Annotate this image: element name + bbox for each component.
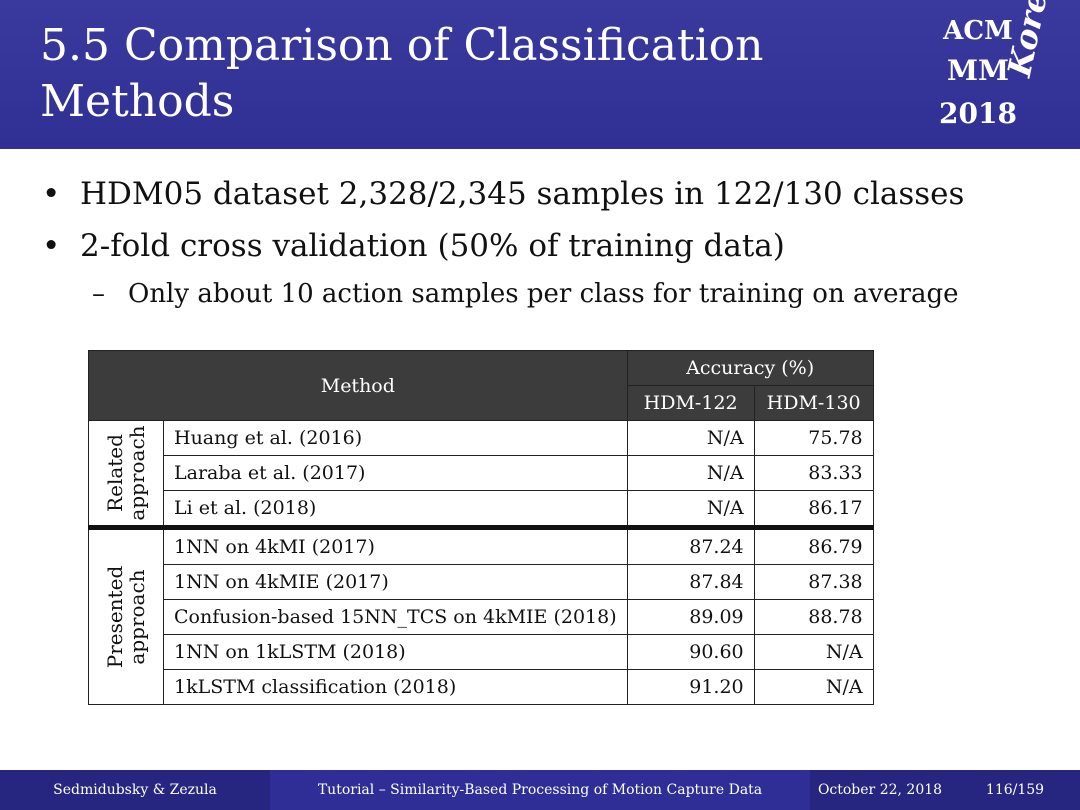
hdm130-cell: 75.78: [753, 420, 874, 456]
group-related-line2: approach: [125, 425, 149, 521]
method-cell: 1NN on 1kLSTM (2018): [163, 634, 628, 670]
comparison-table: Method Accuracy (%) HDM-122 HDM-130 Rela…: [88, 350, 874, 705]
hdm122-cell: N/A: [626, 490, 755, 528]
slide-footer: Sedmidubsky & Zezula Tutorial – Similari…: [0, 770, 1080, 810]
title-line-2: Methods: [40, 76, 235, 127]
sub-bullet-item: – Only about 10 action samples per class…: [40, 272, 1060, 316]
hdm130-cell: 88.78: [753, 599, 874, 635]
bullet-dot: •: [42, 176, 61, 212]
group-presented-label: Presented approach: [103, 547, 149, 687]
footer-authors: Sedmidubsky & Zezula: [0, 770, 270, 810]
hdm130-cell: 86.17: [753, 490, 874, 528]
table-row: Laraba et al. (2017) N/A 83.33: [89, 455, 874, 491]
hdm130-cell: N/A: [753, 669, 874, 705]
bullet-list: • HDM05 dataset 2,328/2,345 samples in 1…: [40, 168, 1060, 316]
bullet-dot: •: [42, 228, 61, 264]
table-row: Li et al. (2018) N/A 86.17: [89, 490, 874, 528]
logo-korea: Korea: [1000, 0, 1060, 80]
method-cell: Li et al. (2018): [163, 490, 628, 528]
hdm122-cell: 89.09: [626, 599, 755, 635]
method-header: Method: [88, 350, 628, 421]
sub-bullet-text: Only about 10 action samples per class f…: [128, 279, 959, 309]
group-presented-line1: Presented: [103, 565, 127, 669]
hdm130-cell: 86.79: [753, 525, 874, 565]
bullet-text: HDM05 dataset 2,328/2,345 samples in 122…: [80, 176, 965, 212]
method-cell: Laraba et al. (2017): [163, 455, 628, 491]
slide-header: 5.5 Comparison of Classification Methods…: [0, 0, 1080, 149]
sub-bullet-dash: –: [92, 279, 105, 309]
group-related: Related approach: [88, 420, 164, 528]
group-presented: Presented approach: [88, 525, 164, 705]
method-cell: Huang et al. (2016): [163, 420, 628, 456]
footer-page-number: 116/159: [950, 770, 1080, 810]
footer-tutorial-title: Tutorial – Similarity-Based Processing o…: [317, 782, 763, 798]
table-row: 1kLSTM classification (2018) 91.20 N/A: [89, 669, 874, 705]
hdm130-cell: N/A: [753, 634, 874, 670]
group-presented-line2: approach: [125, 569, 149, 665]
hdm122-cell: N/A: [626, 455, 755, 491]
hdm122-cell: N/A: [626, 420, 755, 456]
group-related-line1: Related: [103, 434, 127, 512]
acm-mm-logo: ACM MM 2018 Korea: [938, 0, 1059, 134]
slide-title: 5.5 Comparison of Classification Methods: [40, 18, 900, 130]
bullet-item: • 2-fold cross validation (50% of traini…: [40, 220, 1060, 272]
title-line-1: 5.5 Comparison of Classification: [40, 20, 764, 71]
method-cell: 1kLSTM classification (2018): [163, 669, 628, 705]
group-related-label: Related approach: [103, 403, 149, 543]
hdm122-header: HDM-122: [626, 385, 755, 421]
table-header-row: Method Accuracy (%): [88, 350, 874, 421]
bullet-item: • HDM05 dataset 2,328/2,345 samples in 1…: [40, 168, 1060, 220]
table-subheader-row: HDM-122 HDM-130: [89, 385, 874, 421]
hdm122-cell: 87.24: [626, 525, 755, 565]
method-cell: 1NN on 4kMI (2017): [163, 525, 628, 565]
logo-year: 2018: [939, 97, 1017, 130]
bullet-text: 2-fold cross validation (50% of training…: [80, 228, 785, 264]
hdm130-cell: 87.38: [753, 564, 874, 600]
table-row: Related approach Huang et al. (2016) N/A…: [88, 420, 874, 528]
hdm122-cell: 90.60: [626, 634, 755, 670]
hdm130-header: HDM-130: [753, 385, 874, 421]
hdm122-cell: 87.84: [626, 564, 755, 600]
method-cell: 1NN on 4kMIE (2017): [163, 564, 628, 600]
table-row: Confusion-based 15NN_TCS on 4kMIE (2018)…: [89, 599, 874, 635]
table-row: 1NN on 1kLSTM (2018) 90.60 N/A: [89, 634, 874, 670]
accuracy-header: Accuracy (%): [626, 350, 874, 386]
table-row: 1NN on 4kMIE (2017) 87.84 87.38: [89, 564, 874, 600]
hdm122-cell: 91.20: [626, 669, 755, 705]
table-row: Presented approach 1NN on 4kMI (2017) 87…: [88, 525, 874, 705]
logo-mm: MM: [947, 54, 1009, 87]
logo-acm: ACM: [943, 16, 1013, 46]
method-cell: Confusion-based 15NN_TCS on 4kMIE (2018): [163, 599, 628, 635]
hdm130-cell: 83.33: [753, 455, 874, 491]
footer-date: October 22, 2018: [810, 770, 950, 810]
